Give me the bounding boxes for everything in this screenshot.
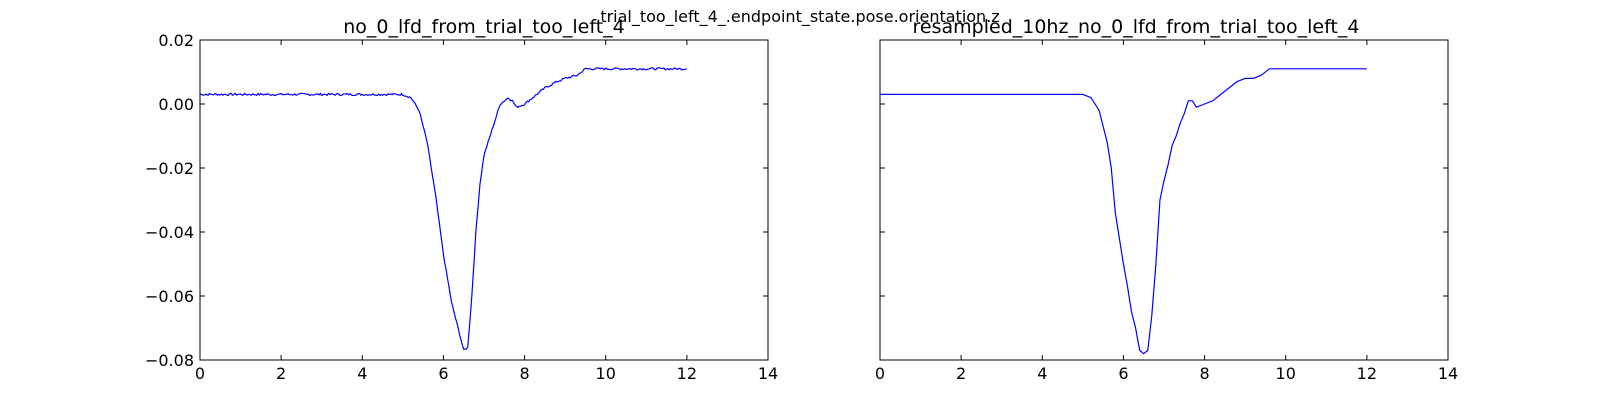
x-tick-label: 10	[596, 364, 616, 383]
x-tick-label: 2	[956, 364, 966, 383]
plot-frame	[879, 39, 1449, 361]
y-tick-label: −0.06	[145, 287, 194, 306]
x-tick-label: 0	[875, 364, 885, 383]
x-tick-label: 12	[677, 364, 697, 383]
chart-left: no_0_lfd_from_trial_too_left_4 0 2 4 6 8 10 12…	[145, 16, 778, 383]
x-tick-label: 8	[1199, 364, 1209, 383]
series-line	[199, 67, 688, 350]
plot-frame	[199, 39, 769, 361]
x-tick-label: 6	[438, 364, 448, 383]
chart-right: resampled_10hz_no_0_lfd_from_trial_too_l…	[875, 16, 1458, 383]
y-tick-label: 0.00	[158, 95, 194, 114]
y-tick-label: −0.08	[145, 351, 194, 370]
figure-suptitle: trial_too_left_4_.endpoint_state.pose.or…	[600, 7, 999, 27]
x-tick-label: 12	[1357, 364, 1377, 383]
y-tick-label: −0.02	[145, 159, 194, 178]
x-tick-label: 2	[276, 364, 286, 383]
chart-right-title: resampled_10hz_no_0_lfd_from_trial_too_l…	[913, 16, 1360, 38]
x-tick-label: 10	[1276, 364, 1296, 383]
x-tick-label: 14	[758, 364, 778, 383]
chart-left-title: no_0_lfd_from_trial_too_left_4	[343, 16, 625, 38]
x-tick-label: 4	[1037, 364, 1047, 383]
x-tick-label: 6	[1118, 364, 1128, 383]
x-tick-label: 0	[195, 364, 205, 383]
series-line	[880, 68, 1367, 355]
y-tick-label: −0.04	[145, 223, 194, 242]
x-tick-label: 14	[1438, 364, 1458, 383]
y-tick-label: 0.02	[158, 31, 194, 50]
x-tick-label: 8	[519, 364, 529, 383]
x-tick-label: 4	[357, 364, 367, 383]
